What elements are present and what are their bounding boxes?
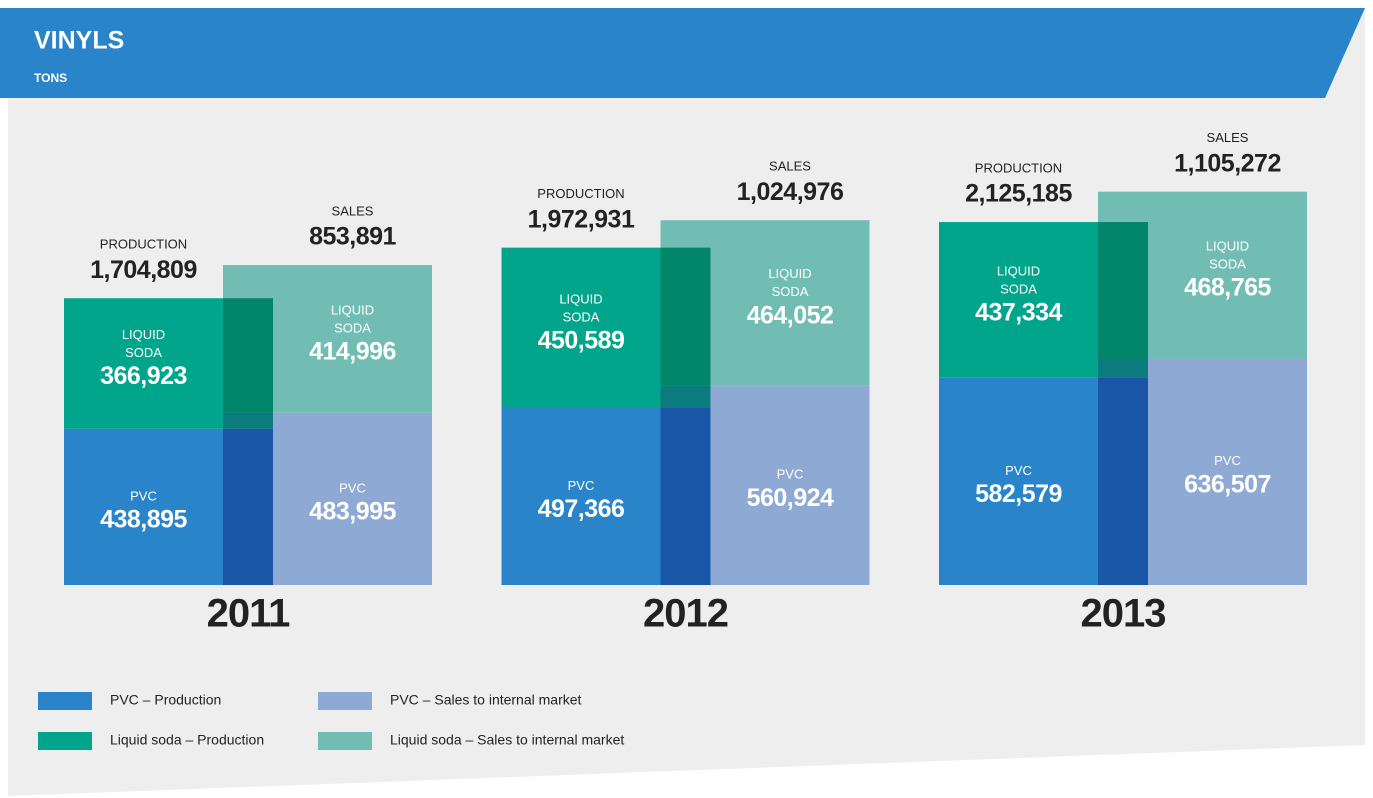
total-caption: PRODUCTION [975, 160, 1062, 175]
data-label: 464,052 [747, 301, 834, 329]
x-tick-label: 2012 [643, 592, 728, 636]
legend-swatch [38, 692, 92, 710]
data-label: 483,995 [309, 497, 396, 525]
total-caption: PRODUCTION [100, 237, 187, 252]
total-label: 853,891 [309, 223, 396, 251]
data-label: 366,923 [100, 362, 187, 390]
total-caption: PRODUCTION [537, 186, 624, 201]
data-label: 450,589 [538, 326, 625, 354]
total-label: 1,704,809 [90, 256, 197, 284]
segment-label: SODA [334, 320, 371, 335]
segment-label: SODA [563, 309, 600, 324]
overlap [223, 298, 273, 413]
legend-label: PVC – Production [110, 692, 221, 708]
data-label: 438,895 [100, 506, 187, 534]
overlap [660, 247, 711, 386]
segment-label: LIQUID [559, 291, 602, 306]
segment-label: PVC [1005, 463, 1032, 478]
segment-label: LIQUID [1206, 239, 1249, 254]
total-label: 2,125,185 [965, 180, 1072, 208]
legend-swatch [318, 692, 372, 710]
header-banner [0, 8, 1365, 98]
data-label: 497,366 [538, 495, 625, 523]
overlap [660, 385, 711, 409]
legend-swatch [318, 732, 372, 750]
total-caption: SALES [1207, 130, 1249, 145]
legend-label: Liquid soda – Production [110, 732, 264, 748]
segment-label: LIQUID [768, 266, 811, 281]
segment-label: PVC [339, 480, 366, 495]
total-label: 1,024,976 [737, 178, 844, 206]
data-label: 582,579 [975, 480, 1062, 508]
segment-label: PVC [568, 478, 595, 493]
overlap [1098, 358, 1148, 378]
segment-label: PVC [777, 467, 804, 482]
segment-label: SODA [772, 284, 809, 299]
overlap [223, 412, 273, 429]
total-label: 1,105,272 [1174, 149, 1281, 177]
legend-swatch [38, 732, 92, 750]
overlap [660, 408, 711, 585]
chart-subtitle: TONS [34, 71, 67, 85]
x-tick-label: 2011 [207, 592, 291, 636]
segment-label: PVC [1214, 453, 1241, 468]
segment-label: LIQUID [122, 327, 165, 342]
data-label: 437,334 [975, 298, 1062, 326]
x-tick-label: 2013 [1081, 592, 1166, 636]
segment-label: PVC [130, 488, 157, 503]
segment-label: SODA [1000, 281, 1037, 296]
overlap [1098, 222, 1148, 359]
data-label: 414,996 [309, 338, 396, 366]
segment-label: LIQUID [331, 302, 374, 317]
legend-label: PVC – Sales to internal market [390, 692, 582, 708]
data-label: 468,765 [1184, 274, 1271, 302]
total-label: 1,972,931 [528, 205, 635, 233]
overlap [223, 428, 273, 585]
overlap [1098, 377, 1148, 585]
total-caption: SALES [769, 159, 811, 174]
data-label: 636,507 [1184, 470, 1271, 498]
chart-title: VINYLS [34, 27, 124, 55]
data-label: 560,924 [747, 484, 834, 512]
segment-label: LIQUID [997, 263, 1040, 278]
segment-label: SODA [125, 345, 162, 360]
segment-label: SODA [1209, 257, 1246, 272]
legend-label: Liquid soda – Sales to internal market [390, 732, 624, 748]
total-caption: SALES [332, 204, 374, 219]
